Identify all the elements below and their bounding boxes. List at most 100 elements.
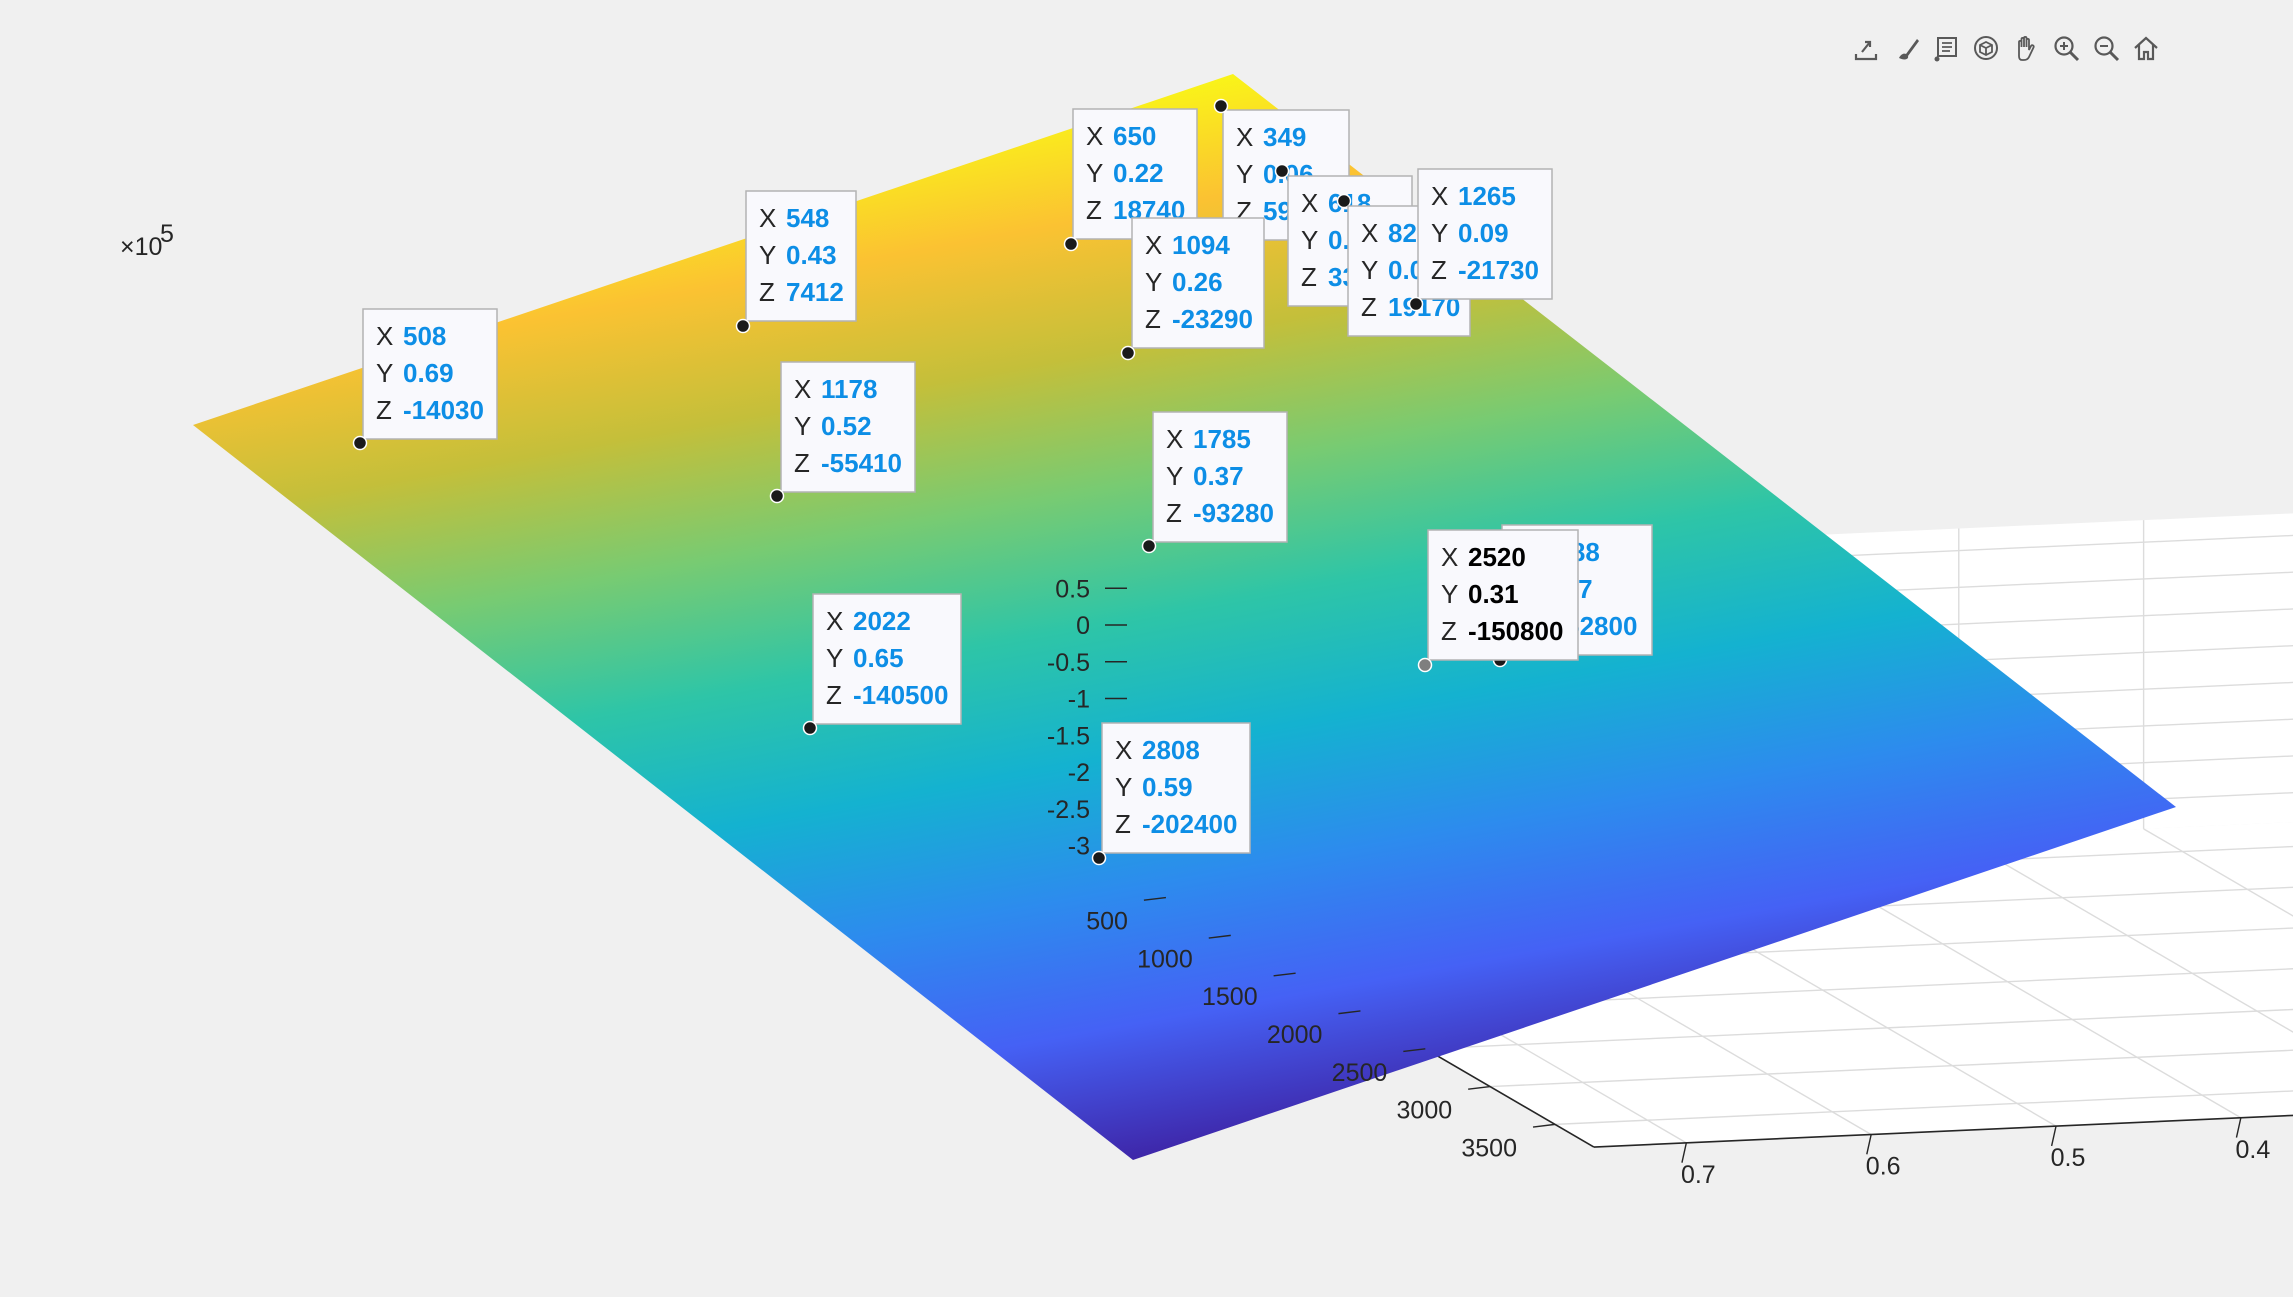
datatip[interactable]: X 1265 Y 0.09 Z -21730	[1408, 168, 1553, 312]
datatip-box	[1417, 168, 1553, 300]
datatip-value: 2808	[1142, 735, 1200, 765]
x-tick-mark	[1532, 1123, 1556, 1128]
datatip-value: 2520	[1468, 542, 1526, 572]
surface-plane	[193, 74, 2176, 1160]
pan-hand-icon[interactable]	[2008, 28, 2044, 68]
datatip-value: 0.37	[1193, 461, 1244, 491]
datatip-key: Y	[376, 358, 393, 388]
datatip-marker[interactable]	[735, 318, 751, 334]
datatip-key: X	[1166, 424, 1183, 454]
grid-line	[1958, 836, 2293, 1033]
datatip-box	[745, 190, 857, 322]
datatip-marker[interactable]	[1336, 193, 1352, 209]
datatip-key: Y	[1361, 255, 1378, 285]
datatip-box	[1427, 529, 1579, 661]
home-icon[interactable]	[2128, 28, 2164, 68]
datatip-key: X	[1361, 218, 1378, 248]
datatip-value: 1265	[1458, 181, 1516, 211]
datatip-value: -93280	[1193, 498, 1274, 528]
datatip-value: 508	[403, 321, 446, 351]
datatip[interactable]: X 1094 Y 0.26 Z -23290	[1120, 217, 1265, 361]
y-axis-line	[1593, 1114, 2293, 1148]
grid-line	[2143, 828, 2293, 917]
datatip-marker[interactable]	[1408, 296, 1424, 312]
zoom-in-icon[interactable]	[2048, 28, 2084, 68]
datatip-key: Y	[1145, 267, 1162, 297]
rotate-3d-icon[interactable]	[1968, 28, 2004, 68]
datatip-marker[interactable]	[769, 488, 785, 504]
datatip-key: Z	[826, 680, 842, 710]
x-tick-mark	[1468, 1085, 1491, 1090]
z-tick-label: -2	[1068, 759, 1090, 787]
datatip-marker[interactable]	[1417, 657, 1433, 673]
datatip-key: Z	[1145, 304, 1161, 334]
datatip-value: 0.52	[821, 411, 872, 441]
x-tick-mark	[1143, 896, 1166, 901]
datatip[interactable]: X 548 Y 0.43 Z 7412	[735, 190, 857, 334]
datatip-value: -21730	[1458, 255, 1539, 285]
grid-line	[1425, 1008, 2293, 1050]
datatip-key: X	[1115, 735, 1132, 765]
datatip-value: -150800	[1468, 616, 1563, 646]
datatip-key: Y	[1431, 218, 1448, 248]
datatip-key: Z	[794, 448, 810, 478]
z-exponent-label: ×10	[120, 233, 162, 261]
datatip-value: 7412	[786, 277, 844, 307]
datatip-key: X	[1301, 188, 1318, 218]
export-icon[interactable]	[1848, 28, 1884, 68]
x-tick-label: 2000	[1267, 1021, 1323, 1049]
datatip-key: Y	[1086, 158, 1103, 188]
datatip-value: 1094	[1172, 230, 1230, 260]
datatip-value: 0.09	[1458, 218, 1509, 248]
datatip[interactable]: X 2520 Y 0.31 Z -150800	[1417, 529, 1579, 673]
datatip-value: 0.69	[403, 358, 454, 388]
datatip-marker[interactable]	[352, 435, 368, 451]
datatip[interactable]: X 2808 Y 0.59 Z -202400	[1091, 722, 1251, 866]
datatip-marker[interactable]	[1120, 345, 1136, 361]
x-tick-mark	[1208, 934, 1231, 939]
datatip-value: 0.59	[1142, 772, 1193, 802]
datatip-key: X	[794, 374, 811, 404]
datatip-value: 0.22	[1113, 158, 1164, 188]
datatip-icon[interactable]	[1928, 28, 1964, 68]
datatip-key: Z	[1441, 616, 1457, 646]
datatip-key: Y	[1115, 772, 1132, 802]
datatip-value: -202400	[1142, 809, 1237, 839]
datatip-value: 0.26	[1172, 267, 1223, 297]
datatip-key: X	[1236, 122, 1253, 152]
zoom-out-icon[interactable]	[2088, 28, 2124, 68]
z-tick-label: -1.5	[1047, 722, 1090, 750]
datatip-key: Y	[759, 240, 776, 270]
datatip-marker[interactable]	[1091, 850, 1107, 866]
datatip-marker[interactable]	[1063, 236, 1079, 252]
y-tick-mark	[1866, 1134, 1872, 1155]
datatip-marker[interactable]	[802, 720, 818, 736]
datatip-key: X	[376, 321, 393, 351]
datatip-value: -55410	[821, 448, 902, 478]
datatip[interactable]: X 2022 Y 0.65 Z -140500	[802, 593, 962, 736]
z-tick-label: -2.5	[1047, 796, 1090, 824]
datatip-marker[interactable]	[1213, 98, 1229, 114]
datatip-marker[interactable]	[1274, 163, 1290, 179]
x-tick-label: 2500	[1332, 1059, 1388, 1087]
datatip-box	[362, 308, 498, 440]
datatip-key: X	[826, 606, 843, 636]
datatip[interactable]: X 1785 Y 0.37 Z -93280	[1141, 411, 1288, 554]
datatip[interactable]: X 1178 Y 0.52 Z -55410	[769, 361, 916, 504]
y-tick-mark	[2235, 1117, 2242, 1138]
brush-icon[interactable]	[1888, 28, 1924, 68]
datatip-value: -14030	[403, 395, 484, 425]
datatip-key: Y	[794, 411, 811, 441]
datatip-value: 2022	[853, 606, 911, 636]
datatip-key: Z	[759, 277, 775, 307]
surface	[193, 74, 2176, 1160]
datatip-marker[interactable]	[1141, 538, 1157, 554]
datatip[interactable]: X 508 Y 0.69 Z -14030	[352, 308, 498, 451]
x-tick-mark	[1273, 972, 1296, 977]
y-tick-label: 0.6	[1866, 1153, 1901, 1181]
datatip-value: 349	[1263, 122, 1306, 152]
datatip-value: 1178	[821, 374, 877, 404]
y-tick-label: 0.7	[1681, 1161, 1716, 1189]
datatip-value: -140500	[853, 680, 948, 710]
